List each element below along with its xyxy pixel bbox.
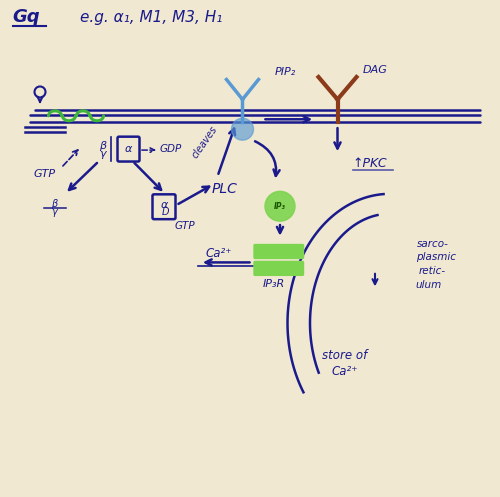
Text: Ca²⁺: Ca²⁺ — [206, 247, 232, 260]
Text: ↑PKC: ↑PKC — [352, 157, 387, 169]
Text: PIP₂: PIP₂ — [275, 67, 296, 77]
Text: α: α — [160, 200, 168, 210]
Circle shape — [232, 118, 254, 140]
Text: GTP: GTP — [175, 221, 196, 231]
Text: PLC: PLC — [212, 182, 238, 196]
Text: IP₃: IP₃ — [274, 202, 286, 211]
Text: store of: store of — [322, 349, 368, 362]
Text: γ: γ — [51, 207, 57, 217]
Text: IP₃R: IP₃R — [262, 279, 285, 289]
Text: retic-: retic- — [419, 266, 446, 276]
Text: e.g. α₁, M1, M3, H₁: e.g. α₁, M1, M3, H₁ — [80, 10, 223, 25]
Circle shape — [265, 191, 295, 221]
Text: sarco-: sarco- — [416, 239, 448, 248]
Text: γ: γ — [99, 149, 106, 159]
Text: D: D — [161, 207, 169, 217]
Text: β: β — [51, 199, 57, 209]
Text: α: α — [125, 144, 132, 154]
Text: Ca²⁺: Ca²⁺ — [332, 365, 358, 378]
Text: plasmic: plasmic — [416, 252, 456, 262]
Text: GTP: GTP — [34, 169, 56, 179]
FancyBboxPatch shape — [254, 261, 304, 275]
Text: DAG: DAG — [362, 65, 388, 75]
Text: GDP: GDP — [160, 144, 182, 154]
Text: β: β — [99, 141, 106, 151]
Text: cleaves: cleaves — [190, 124, 220, 160]
FancyBboxPatch shape — [254, 245, 304, 258]
Text: ulum: ulum — [416, 280, 442, 290]
Text: Gq: Gq — [12, 8, 40, 26]
